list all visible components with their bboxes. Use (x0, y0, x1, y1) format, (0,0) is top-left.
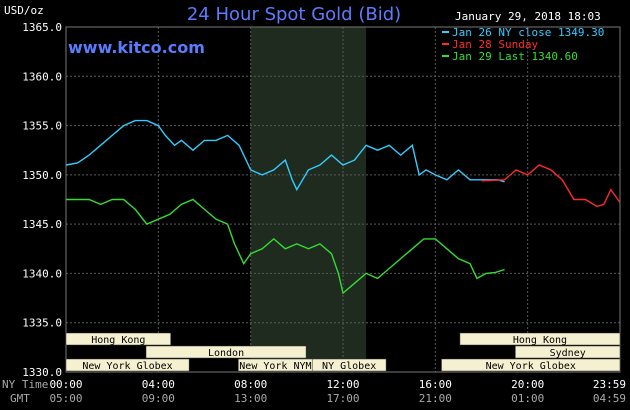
y-tick-label: 1345.0 (22, 218, 62, 231)
y-axis-ticks: 1330.0 1335.0 1340.0 1345.0 1350.0 1355.0 1360… (22, 21, 62, 379)
x-tick-label-gmt: 01:00 (511, 392, 544, 405)
legend-label: Jan 29 Last 1340.60 (452, 50, 578, 63)
y-tick-label: 1340.0 (22, 267, 62, 280)
chart-timestamp: January 29, 2018 18:03 (455, 10, 601, 23)
x-tick-label-ny: 00:00 (49, 378, 82, 391)
market-bar-label: New York Globex (82, 361, 172, 372)
market-bar-label: Hong Kong (513, 335, 567, 346)
x-tick-label-gmt: 05:00 (49, 392, 82, 405)
x-tick-label-ny: 16:00 (419, 378, 452, 391)
y-tick-label: 1355.0 (22, 120, 62, 133)
y-tick-label: 1335.0 (22, 317, 62, 330)
market-bar (145, 345, 307, 359)
x-tick-label-gmt: 17:00 (326, 392, 359, 405)
market-bar (459, 332, 621, 346)
x-tick-label-gmt: 09:00 (142, 392, 175, 405)
market-bar-label: Hong Kong (91, 335, 145, 346)
market-bar (65, 358, 190, 372)
x-tick-label-gmt: 13:00 (234, 392, 267, 405)
y-tick-label: 1330.0 (22, 366, 62, 379)
market-hours-bars: Hong Kong London New York Globex New York N… (65, 332, 621, 372)
y-tick-label: 1360.0 (22, 70, 62, 83)
trading-session-shade (250, 27, 367, 372)
x-tick-label-gmt: 21:00 (419, 392, 452, 405)
x-tick-label-ny: 08:00 (234, 378, 267, 391)
chart-title: 24 Hour Spot Gold (Bid) (187, 4, 401, 25)
series-line (65, 119, 505, 192)
legend-label: Jan 26 NY close 1349.30 (452, 26, 604, 39)
y-axis-unit: USD/oz (4, 4, 44, 17)
ny-time-label: NY Time (2, 378, 48, 391)
website-watermark: www.kitco.com (68, 38, 205, 57)
x-tick-label-ny: 20:00 (511, 378, 544, 391)
x-tick-label-ny: 23:59 (593, 378, 626, 391)
x-tick-label-ny: 04:00 (142, 378, 175, 391)
price-series (65, 119, 621, 295)
x-tick-label-gmt: 04:59 (593, 392, 626, 405)
x-tick-label-ny: 12:00 (326, 378, 359, 391)
series-line (66, 198, 505, 295)
market-bar (441, 358, 621, 372)
market-bar-label: New York Globex (486, 361, 576, 372)
market-bar-label: London (208, 348, 244, 359)
market-bar-label: NY Globex (322, 361, 376, 372)
market-bar (515, 345, 621, 359)
y-tick-label: 1350.0 (22, 169, 62, 182)
legend-label: Jan 28 Sunday (452, 38, 538, 51)
y-tick-label: 1365.0 (22, 21, 62, 34)
market-bar (311, 358, 387, 372)
market-bar (65, 332, 171, 346)
series-line (481, 164, 621, 208)
market-bar-label: Sydney (550, 348, 586, 359)
chart-grid (65, 26, 621, 373)
gmt-label: GMT (10, 392, 30, 405)
session-shade-rect (250, 27, 367, 372)
market-bar-label: New York NYMEX (239, 361, 323, 372)
